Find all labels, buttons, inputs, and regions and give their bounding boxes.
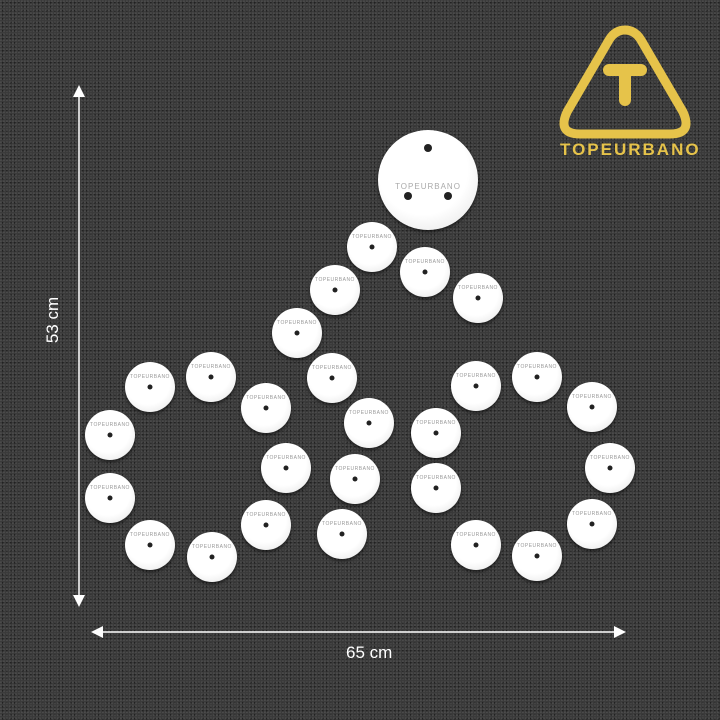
stud-hole: [534, 553, 540, 559]
stud-hole: [366, 420, 372, 426]
road-stud: TOPEURBANO: [310, 265, 360, 315]
stud-brand-text: TOPEURBANO: [266, 455, 306, 461]
road-stud: TOPEURBANO: [451, 361, 501, 411]
stud-hole: [433, 485, 439, 491]
stud-brand-text: TOPEURBANO: [246, 395, 286, 401]
stud-brand-text: TOPEURBANO: [352, 234, 392, 240]
stud-hole: [444, 192, 452, 200]
stud-hole: [263, 405, 269, 411]
large-stud: TOPEURBANO: [378, 130, 478, 230]
road-stud: TOPEURBANO: [453, 273, 503, 323]
stud-brand-text: TOPEURBANO: [130, 374, 170, 380]
stud-brand-text: TOPEURBANO: [517, 364, 557, 370]
stud-brand-text: TOPEURBANO: [458, 285, 498, 291]
road-stud: TOPEURBANO: [317, 509, 367, 559]
stud-hole: [329, 375, 335, 381]
stud-brand-text: TOPEURBANO: [572, 394, 612, 400]
stud-hole: [147, 542, 153, 548]
stud-hole: [294, 330, 300, 336]
road-stud: TOPEURBANO: [187, 532, 237, 582]
brand-logo-icon: [559, 25, 691, 139]
road-stud: TOPEURBANO: [125, 362, 175, 412]
road-stud: TOPEURBANO: [307, 353, 357, 403]
stud-hole: [339, 531, 345, 537]
road-stud: TOPEURBANO: [241, 500, 291, 550]
road-stud: TOPEURBANO: [125, 520, 175, 570]
road-stud: TOPEURBANO: [512, 352, 562, 402]
road-stud: TOPEURBANO: [411, 463, 461, 513]
stud-hole: [475, 295, 481, 301]
width-label: 65 cm: [346, 643, 393, 662]
stud-hole: [107, 432, 113, 438]
road-stud: TOPEURBANO: [451, 520, 501, 570]
stud-brand-text: TOPEURBANO: [322, 521, 362, 527]
stud-brand-text: TOPEURBANO: [349, 410, 389, 416]
stud-hole: [352, 476, 358, 482]
stud-hole: [607, 465, 613, 471]
stud-brand-text: TOPEURBANO: [315, 277, 355, 283]
stud-brand-text: TOPEURBANO: [416, 475, 456, 481]
road-stud: TOPEURBANO: [85, 473, 135, 523]
stud-brand-text: TOPEURBANO: [312, 365, 352, 371]
stud-brand-text: TOPEURBANO: [517, 543, 557, 549]
stud-brand-text: TOPEURBANO: [590, 455, 630, 461]
stud-brand-text: TOPEURBANO: [395, 182, 461, 191]
brand-name: TOPEURBANO: [560, 140, 701, 159]
stud-brand-text: TOPEURBANO: [416, 420, 456, 426]
stud-brand-text: TOPEURBANO: [90, 422, 130, 428]
stud-hole: [473, 542, 479, 548]
stud-brand-text: TOPEURBANO: [90, 485, 130, 491]
stud-hole: [369, 244, 375, 250]
stud-hole: [433, 430, 439, 436]
road-stud: TOPEURBANO: [272, 308, 322, 358]
stud-brand-text: TOPEURBANO: [192, 544, 232, 550]
stud-hole: [404, 192, 412, 200]
stud-brand-text: TOPEURBANO: [405, 259, 445, 265]
stud-brand-text: TOPEURBANO: [572, 511, 612, 517]
stud-brand-text: TOPEURBANO: [456, 373, 496, 379]
road-stud: TOPEURBANO: [400, 247, 450, 297]
road-stud: TOPEURBANO: [512, 531, 562, 581]
stud-hole: [473, 383, 479, 389]
stud-hole: [589, 404, 595, 410]
stud-hole: [534, 374, 540, 380]
stud-brand-text: TOPEURBANO: [335, 466, 375, 472]
road-stud: TOPEURBANO: [241, 383, 291, 433]
stud-hole: [589, 521, 595, 527]
stud-brand-text: TOPEURBANO: [277, 320, 317, 326]
stud-brand-text: TOPEURBANO: [456, 532, 496, 538]
stud-hole: [424, 144, 432, 152]
road-stud: TOPEURBANO: [85, 410, 135, 460]
road-stud: TOPEURBANO: [261, 443, 311, 493]
stud-hole: [263, 522, 269, 528]
stud-brand-text: TOPEURBANO: [246, 512, 286, 518]
road-stud: TOPEURBANO: [186, 352, 236, 402]
stud-hole: [422, 269, 428, 275]
road-stud: TOPEURBANO: [344, 398, 394, 448]
stud-hole: [107, 495, 113, 501]
stud-hole: [209, 554, 215, 560]
stud-brand-text: TOPEURBANO: [191, 364, 231, 370]
road-stud: TOPEURBANO: [585, 443, 635, 493]
stud-hole: [208, 374, 214, 380]
stud-brand-text: TOPEURBANO: [130, 532, 170, 538]
road-stud: TOPEURBANO: [567, 499, 617, 549]
road-stud: TOPEURBANO: [347, 222, 397, 272]
stud-hole: [283, 465, 289, 471]
stud-hole: [332, 287, 338, 293]
stud-hole: [147, 384, 153, 390]
height-label: 53 cm: [43, 296, 63, 344]
road-stud: TOPEURBANO: [567, 382, 617, 432]
road-stud: TOPEURBANO: [411, 408, 461, 458]
road-stud: TOPEURBANO: [330, 454, 380, 504]
